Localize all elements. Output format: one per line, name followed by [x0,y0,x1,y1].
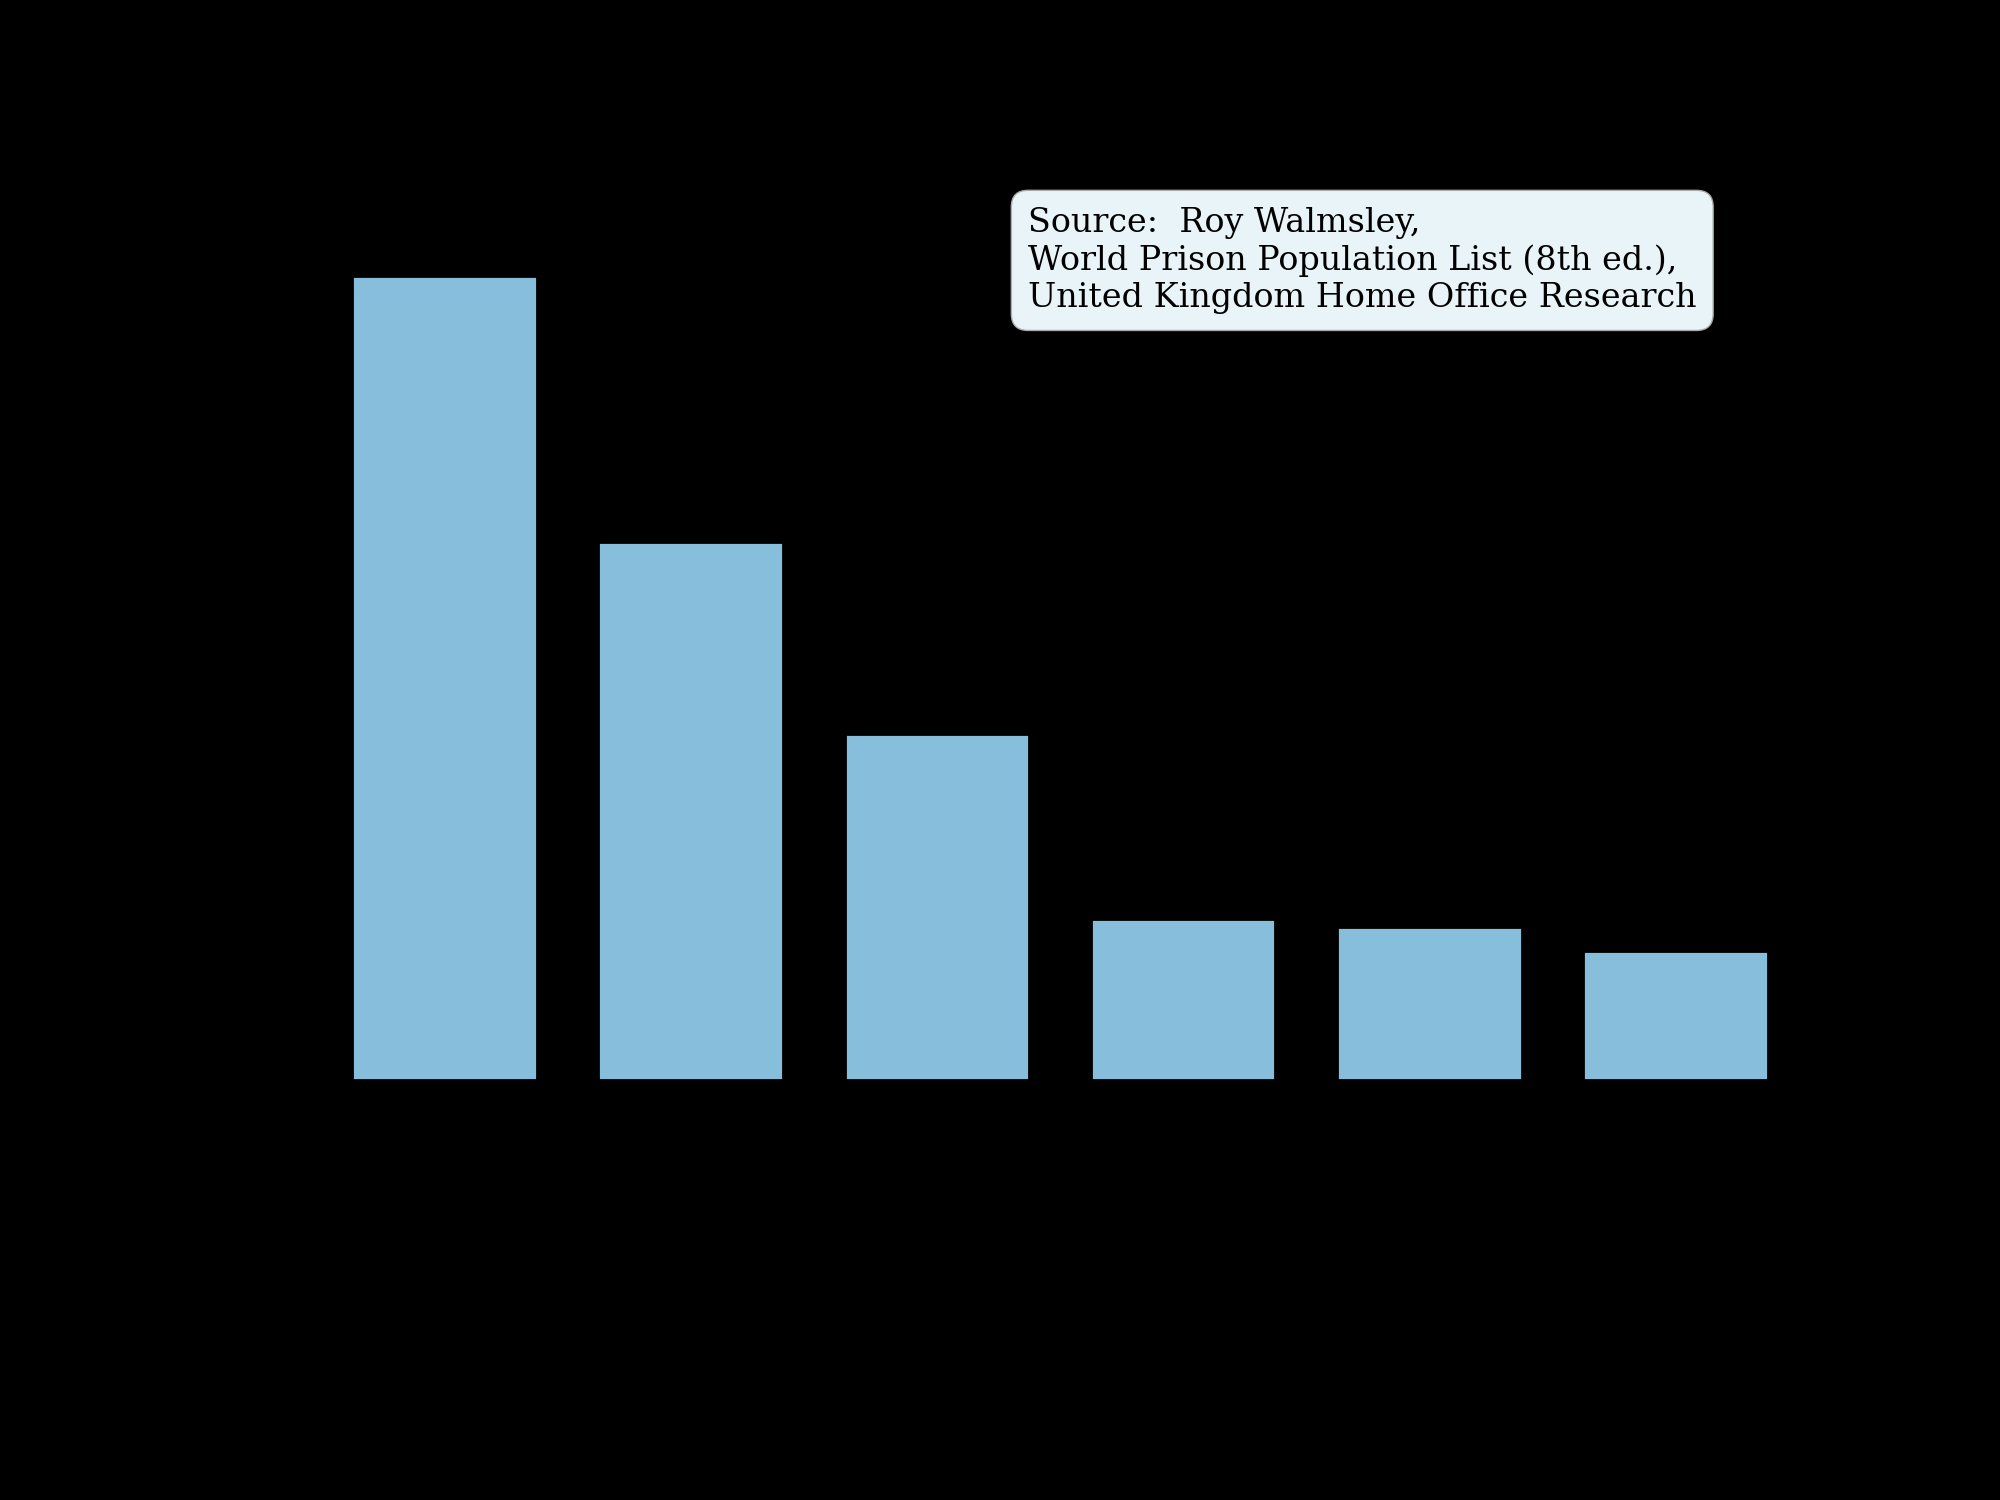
Text: Source:  Roy Walmsley,
World Prison Population List (8th ed.),
United Kingdom Ho: Source: Roy Walmsley, World Prison Popul… [1028,207,1696,314]
Bar [1336,927,1522,1080]
Bar [598,542,784,1080]
Bar [1090,920,1276,1080]
Bar [1584,951,1768,1080]
Bar [844,735,1030,1080]
Bar [352,276,536,1080]
